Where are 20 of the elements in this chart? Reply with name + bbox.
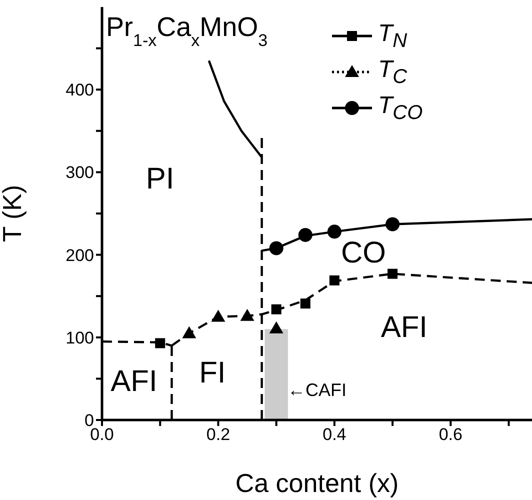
y-tick-label: 400 xyxy=(66,80,94,100)
legend-label: T$_{CO}$ xyxy=(378,92,423,124)
x-tick-label: 0.2 xyxy=(206,425,230,444)
annotation: CO xyxy=(340,236,386,270)
annotation: ←CAFI xyxy=(287,380,347,400)
y-tick-label: 200 xyxy=(66,246,94,265)
legend-label: T$_{C}$ xyxy=(378,56,408,88)
x-tick-label: 0.6 xyxy=(438,425,462,444)
x-axis-title: Ca content (x) xyxy=(235,468,399,498)
annotation: FI xyxy=(199,356,226,390)
y-tick-label: 100 xyxy=(66,328,94,348)
y-tick-label: 300 xyxy=(66,163,94,182)
annotation: PI xyxy=(146,162,174,196)
annotation: AFI xyxy=(110,364,158,398)
x-tick-label: 0.0 xyxy=(90,425,114,444)
annotation: AFI xyxy=(380,311,428,344)
legend-label: T$_{N}$ xyxy=(378,20,408,52)
x-tick-label: 0.4 xyxy=(322,425,346,444)
chart-title: Pr$_{1-x}$Ca$_{x}$MnO$_{3}$ xyxy=(106,12,268,50)
y-axis-title: T (K) xyxy=(0,184,28,242)
